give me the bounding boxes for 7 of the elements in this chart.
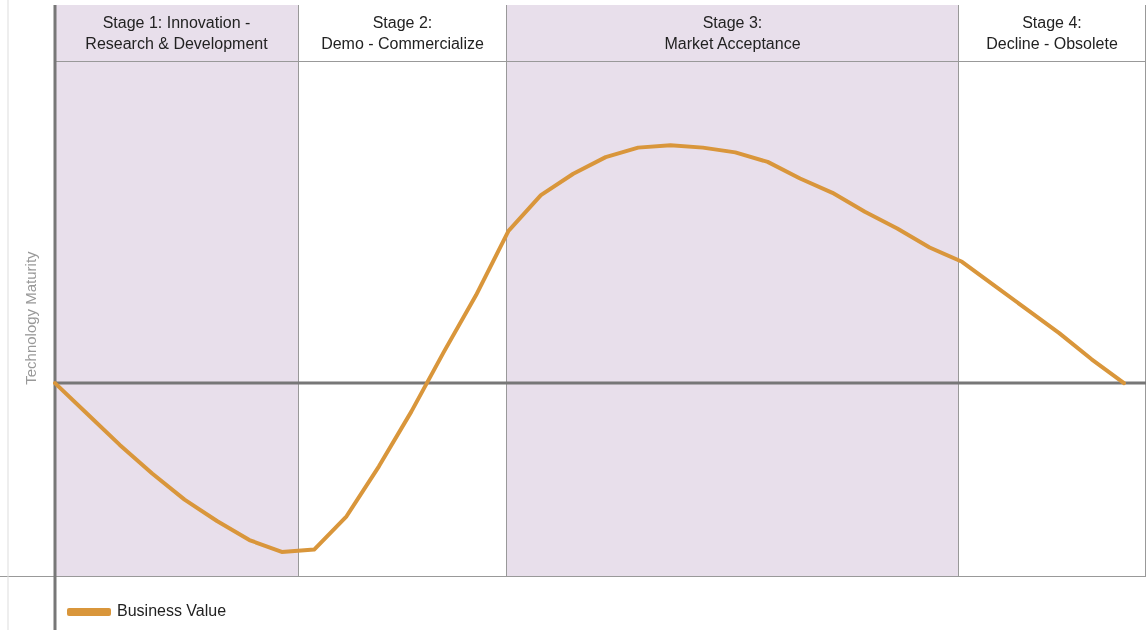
text: Stage 3: Market Acceptance bbox=[507, 5, 958, 62]
stage-panel: Stage 2: Demo - Commercialize bbox=[299, 5, 507, 576]
stage-panel: Stage 4: Decline - Obsolete bbox=[959, 5, 1146, 576]
stage-panel: Stage 1: Innovation - Research & Development bbox=[55, 5, 299, 576]
stage-panel: Stage 3: Market Acceptance bbox=[507, 5, 959, 576]
y-axis-title: Technology Maturity bbox=[22, 250, 40, 385]
legend-label: Business Value bbox=[117, 602, 227, 620]
